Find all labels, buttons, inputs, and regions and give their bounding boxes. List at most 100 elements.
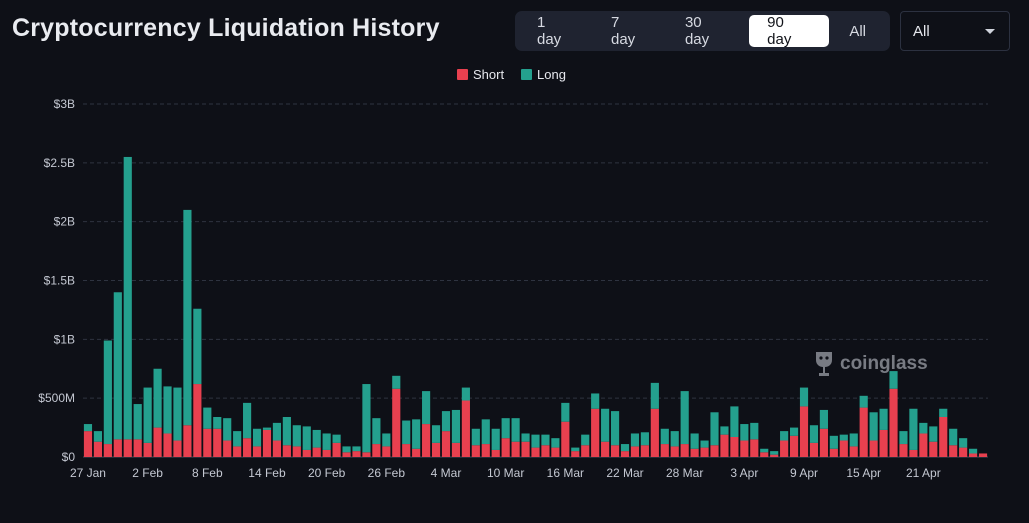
bar-short — [153, 427, 162, 457]
bar-long — [581, 434, 590, 446]
bar-short — [412, 448, 421, 457]
bar-long — [123, 156, 132, 440]
bar-short — [591, 408, 600, 457]
bar-long — [819, 409, 828, 429]
x-tick-label: 4 Mar — [431, 466, 462, 480]
bar-short — [849, 446, 858, 457]
bar-short — [183, 425, 192, 457]
y-tick-label: $0 — [62, 450, 76, 464]
bar-long — [352, 446, 361, 452]
bar-short — [809, 442, 819, 457]
bar-long — [471, 428, 480, 446]
bar-long — [680, 391, 689, 445]
range-tab-1-day[interactable]: 1 day — [537, 14, 562, 48]
watermark: coinglass — [812, 350, 928, 378]
bar-long — [969, 448, 978, 454]
bar-long — [233, 431, 242, 447]
bar-long — [203, 407, 212, 429]
bar-short — [113, 439, 122, 457]
bar-short — [571, 451, 580, 457]
bar-long — [531, 434, 540, 448]
x-tick-label: 10 Mar — [487, 466, 524, 480]
bar-short — [342, 452, 351, 457]
bar-short — [869, 440, 878, 457]
bar-short — [959, 447, 968, 457]
bar-long — [839, 434, 848, 441]
x-tick-label: 20 Feb — [308, 466, 346, 480]
x-tick-label: 9 Apr — [790, 466, 818, 480]
bar-long — [163, 386, 172, 434]
x-tick-label: 8 Feb — [192, 466, 223, 480]
bar-long — [322, 433, 331, 450]
coin-select[interactable]: All — [900, 11, 1010, 51]
x-tick-label: 28 Mar — [666, 466, 703, 480]
bar-short — [969, 453, 978, 457]
bar-short — [899, 444, 908, 457]
bar-short — [770, 454, 779, 457]
y-tick-label: $2B — [54, 215, 75, 229]
range-tab-30-day[interactable]: 30 day — [684, 14, 710, 48]
bar-short — [491, 449, 500, 457]
bar-short — [829, 448, 838, 457]
bar-short — [789, 435, 799, 457]
y-tick-label: $3B — [54, 97, 75, 111]
bar-short — [441, 431, 451, 457]
bar-long — [213, 416, 222, 429]
range-tab-7-day[interactable]: 7 day — [610, 14, 636, 48]
range-tab-all[interactable]: All — [849, 22, 866, 40]
bar-short — [939, 416, 948, 457]
bar-long — [431, 425, 441, 443]
bar-long — [740, 424, 749, 441]
bar-long — [780, 431, 789, 441]
bar-short — [780, 440, 789, 457]
bar-short — [889, 388, 898, 457]
bar-long — [282, 416, 291, 446]
bar-long — [173, 387, 182, 441]
bar-short — [332, 442, 341, 457]
bar-short — [561, 421, 570, 457]
bar-short — [451, 442, 461, 457]
bar-long — [422, 391, 431, 425]
coin-select-value: All — [913, 22, 930, 40]
bar-long — [392, 375, 401, 389]
bar-short — [620, 451, 630, 457]
bar-long — [113, 292, 122, 440]
bar-short — [173, 440, 182, 457]
bar-short — [929, 441, 938, 457]
bar-short — [382, 446, 391, 457]
bar-short — [720, 434, 729, 457]
bar-short — [123, 439, 132, 457]
bar-short — [223, 440, 232, 457]
bar-long — [859, 395, 868, 408]
bar-short — [501, 438, 510, 457]
bar-short — [640, 445, 649, 457]
bar-long — [143, 387, 152, 443]
bar-long — [83, 424, 93, 432]
bar-long — [899, 431, 908, 445]
bar-short — [610, 445, 620, 457]
x-tick-label: 22 Mar — [606, 466, 643, 480]
bar-short — [949, 445, 958, 457]
bar-long — [949, 428, 958, 446]
bar-short — [819, 428, 828, 457]
bar-long — [402, 420, 411, 445]
legend-swatch-short — [457, 69, 468, 80]
bar-long — [451, 409, 461, 443]
x-tick-label: 3 Apr — [730, 466, 758, 480]
bar-short — [750, 439, 759, 457]
y-tick-label: $1B — [54, 332, 75, 346]
bar-short — [660, 444, 669, 457]
bar-long — [183, 209, 192, 426]
bar-short — [471, 445, 480, 457]
bar-long — [720, 426, 729, 435]
bar-short — [292, 446, 301, 457]
bar-short — [839, 440, 848, 457]
bar-long — [660, 428, 669, 445]
bar-short — [262, 429, 272, 457]
range-tab-90-day[interactable]: 90 day — [749, 14, 830, 48]
bar-short — [392, 388, 401, 457]
bar-short — [203, 428, 212, 457]
bar-long — [511, 418, 520, 442]
bar-long — [103, 340, 112, 445]
